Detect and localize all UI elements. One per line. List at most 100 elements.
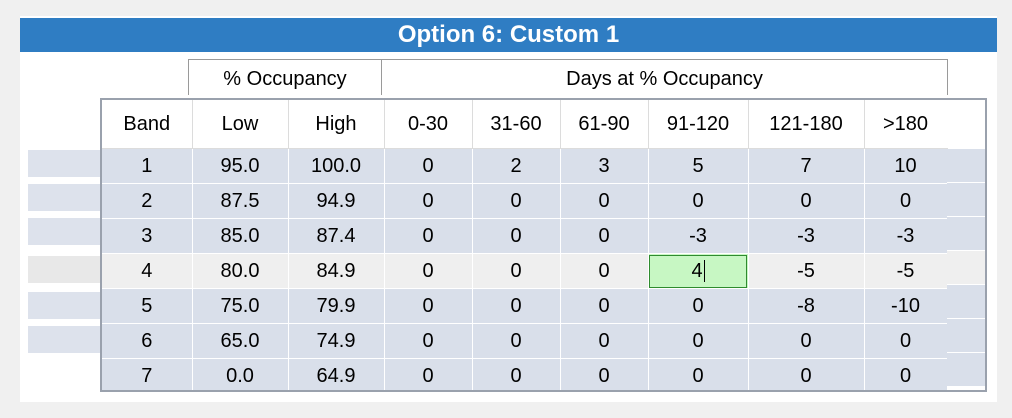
filler-cell bbox=[947, 319, 985, 353]
column-header-61-90[interactable]: 61-90 bbox=[560, 100, 649, 149]
days-cell[interactable]: 0 bbox=[864, 358, 948, 390]
table-row[interactable]: 3 85.0 87.4 0 0 0 -3 -3 -3 bbox=[102, 218, 948, 254]
filler-cell bbox=[947, 285, 985, 319]
column-header-band[interactable]: Band bbox=[102, 100, 193, 149]
days-cell[interactable]: 0 bbox=[748, 183, 865, 219]
filler-header bbox=[947, 100, 985, 148]
days-cell[interactable]: 0 bbox=[648, 358, 749, 390]
band-cell[interactable]: 2 bbox=[102, 183, 193, 219]
days-cell[interactable]: 0 bbox=[472, 218, 561, 254]
days-cell[interactable]: 10 bbox=[864, 148, 948, 184]
column-header-31-60[interactable]: 31-60 bbox=[472, 100, 561, 149]
days-cell[interactable]: 0 bbox=[648, 288, 749, 324]
days-cell[interactable]: 0 bbox=[384, 218, 473, 254]
days-cell[interactable]: -5 bbox=[864, 253, 948, 289]
days-cell[interactable]: -8 bbox=[748, 288, 865, 324]
filler-cell bbox=[947, 217, 985, 251]
table-row[interactable]: 7 0.0 64.9 0 0 0 0 0 0 bbox=[102, 358, 948, 390]
column-header-91-120[interactable]: 91-120 bbox=[648, 100, 749, 149]
custom-option-panel: Option 6: Custom 1 % Occupancy Days at %… bbox=[20, 16, 997, 402]
row-header-3[interactable] bbox=[28, 218, 100, 245]
column-header-over-180[interactable]: >180 bbox=[864, 100, 948, 149]
filler-cell bbox=[947, 183, 985, 217]
row-header-1[interactable] bbox=[28, 150, 100, 177]
days-cell[interactable]: 2 bbox=[472, 148, 561, 184]
band-cell[interactable]: 1 bbox=[102, 148, 193, 184]
low-cell[interactable]: 0.0 bbox=[192, 358, 289, 390]
days-cell[interactable]: 0 bbox=[472, 183, 561, 219]
band-adjustment-grid[interactable]: Band Low High 0-30 31-60 61-90 91-120 12… bbox=[100, 98, 987, 392]
days-cell[interactable]: 0 bbox=[472, 253, 561, 289]
days-cell[interactable]: 0 bbox=[560, 288, 649, 324]
days-cell[interactable]: -10 bbox=[864, 288, 948, 324]
filler-cell bbox=[947, 353, 985, 387]
days-cell[interactable]: 0 bbox=[384, 253, 473, 289]
filler-cell bbox=[947, 149, 985, 183]
days-cell[interactable]: -3 bbox=[748, 218, 865, 254]
high-cell[interactable]: 74.9 bbox=[288, 323, 385, 359]
band-cell[interactable]: 5 bbox=[102, 288, 193, 324]
high-cell[interactable]: 84.9 bbox=[288, 253, 385, 289]
high-cell[interactable]: 79.9 bbox=[288, 288, 385, 324]
band-cell[interactable]: 6 bbox=[102, 323, 193, 359]
band-table: Band Low High 0-30 31-60 61-90 91-120 12… bbox=[102, 100, 948, 390]
days-cell[interactable]: 0 bbox=[748, 358, 865, 390]
days-cell[interactable]: 5 bbox=[648, 148, 749, 184]
high-cell[interactable]: 87.4 bbox=[288, 218, 385, 254]
table-row[interactable]: 5 75.0 79.9 0 0 0 0 -8 -10 bbox=[102, 288, 948, 324]
high-cell[interactable]: 94.9 bbox=[288, 183, 385, 219]
days-cell[interactable]: 0 bbox=[560, 218, 649, 254]
days-cell[interactable]: 7 bbox=[748, 148, 865, 184]
days-cell[interactable]: 0 bbox=[648, 183, 749, 219]
column-header-high[interactable]: High bbox=[288, 100, 385, 149]
table-row[interactable]: 2 87.5 94.9 0 0 0 0 0 0 bbox=[102, 183, 948, 219]
days-cell[interactable]: 0 bbox=[560, 323, 649, 359]
row-header-2[interactable] bbox=[28, 184, 100, 211]
band-cell[interactable]: 4 bbox=[102, 253, 193, 289]
low-cell[interactable]: 85.0 bbox=[192, 218, 289, 254]
editing-cell-input[interactable]: 4 bbox=[648, 253, 749, 289]
days-cell[interactable]: 0 bbox=[648, 323, 749, 359]
column-header-0-30[interactable]: 0-30 bbox=[384, 100, 473, 149]
days-cell[interactable]: -3 bbox=[648, 218, 749, 254]
days-group-header: Days at % Occupancy bbox=[381, 59, 948, 95]
days-cell[interactable]: 0 bbox=[384, 323, 473, 359]
high-cell[interactable]: 100.0 bbox=[288, 148, 385, 184]
days-cell[interactable]: 0 bbox=[560, 183, 649, 219]
low-cell[interactable]: 75.0 bbox=[192, 288, 289, 324]
band-cell[interactable]: 7 bbox=[102, 358, 193, 390]
column-header-low[interactable]: Low bbox=[192, 100, 289, 149]
days-cell[interactable]: 0 bbox=[472, 288, 561, 324]
days-cell[interactable]: 0 bbox=[384, 183, 473, 219]
days-cell[interactable]: 0 bbox=[560, 253, 649, 289]
days-cell[interactable]: 0 bbox=[384, 358, 473, 390]
column-header-121-180[interactable]: 121-180 bbox=[748, 100, 865, 149]
filler-cell bbox=[947, 251, 985, 285]
band-cell[interactable]: 3 bbox=[102, 218, 193, 254]
days-cell[interactable]: -5 bbox=[748, 253, 865, 289]
low-cell[interactable]: 65.0 bbox=[192, 323, 289, 359]
days-cell[interactable]: 0 bbox=[384, 288, 473, 324]
low-cell[interactable]: 80.0 bbox=[192, 253, 289, 289]
days-cell[interactable]: 0 bbox=[864, 323, 948, 359]
editing-cell-value[interactable]: 4 bbox=[691, 259, 703, 282]
occupancy-group-header: % Occupancy bbox=[188, 59, 382, 95]
days-cell[interactable]: 0 bbox=[472, 358, 561, 390]
days-cell[interactable]: 3 bbox=[560, 148, 649, 184]
table-row-selected[interactable]: 4 80.0 84.9 0 0 0 4 -5 -5 bbox=[102, 253, 948, 289]
row-header-4[interactable] bbox=[28, 256, 100, 283]
table-row[interactable]: 6 65.0 74.9 0 0 0 0 0 0 bbox=[102, 323, 948, 359]
days-cell[interactable]: 0 bbox=[384, 148, 473, 184]
row-header-6[interactable] bbox=[28, 326, 100, 353]
days-cell[interactable]: 0 bbox=[472, 323, 561, 359]
days-cell[interactable]: 0 bbox=[864, 183, 948, 219]
high-cell[interactable]: 64.9 bbox=[288, 358, 385, 390]
grid-filler-column bbox=[947, 100, 985, 390]
row-header-5[interactable] bbox=[28, 292, 100, 319]
low-cell[interactable]: 87.5 bbox=[192, 183, 289, 219]
days-cell[interactable]: 0 bbox=[560, 358, 649, 390]
low-cell[interactable]: 95.0 bbox=[192, 148, 289, 184]
days-cell[interactable]: 0 bbox=[748, 323, 865, 359]
days-cell[interactable]: -3 bbox=[864, 218, 948, 254]
table-row[interactable]: 1 95.0 100.0 0 2 3 5 7 10 bbox=[102, 148, 948, 184]
